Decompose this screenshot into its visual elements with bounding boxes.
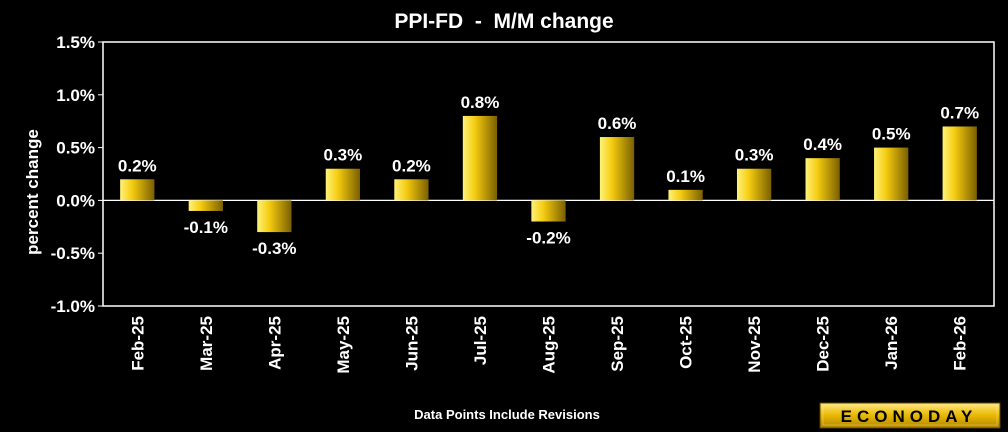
bar-nov-25 bbox=[736, 168, 772, 201]
x-tick-label: Sep-25 bbox=[608, 316, 627, 372]
y-tick-label: -0.5% bbox=[51, 244, 95, 263]
logo-text: ECONODAY bbox=[841, 407, 978, 426]
bar-may-25 bbox=[325, 168, 361, 201]
y-tick-label: 0.5% bbox=[56, 139, 95, 158]
bar-mar-25 bbox=[188, 200, 223, 211]
x-tick-labels: Feb-25 Mar-25 Apr-25 May-25 Jun-25 Jul-25 Aug-… bbox=[128, 316, 969, 374]
x-tick-label: Jan-26 bbox=[882, 316, 901, 370]
data-label: -0.2% bbox=[526, 229, 570, 248]
bar-apr-25 bbox=[257, 200, 292, 233]
bar-dec-25 bbox=[805, 158, 840, 201]
x-tick-label: Jul-25 bbox=[471, 316, 490, 365]
x-tick-label: May-25 bbox=[334, 316, 353, 374]
chart-title: PPI-FD - M/M change bbox=[394, 10, 613, 33]
x-tick-label: Feb-25 bbox=[128, 316, 147, 371]
bar-jul-25 bbox=[462, 115, 498, 201]
x-tick-label: Jun-25 bbox=[402, 316, 421, 371]
data-label: 0.4% bbox=[803, 135, 842, 154]
x-tick-label: Mar-25 bbox=[197, 316, 216, 371]
x-tick-label: Apr-25 bbox=[265, 316, 284, 370]
x-tick-label: Oct-25 bbox=[677, 316, 696, 369]
plot-area-border bbox=[102, 41, 995, 307]
data-label: -0.1% bbox=[184, 218, 228, 237]
x-tick-label: Feb-26 bbox=[951, 316, 970, 371]
bars bbox=[120, 115, 977, 233]
x-tick-label: Nov-25 bbox=[745, 316, 764, 373]
y-tick-labels: 1.5% 1.0% 0.5% 0.0% -0.5% -1.0% bbox=[51, 33, 103, 316]
data-label: 0.5% bbox=[872, 125, 911, 144]
footnote: Data Points Include Revisions bbox=[414, 407, 600, 422]
y-tick-label: 1.5% bbox=[56, 33, 95, 52]
bar-sep-25 bbox=[599, 137, 635, 201]
data-label: 0.2% bbox=[118, 156, 157, 175]
data-labels: 0.2% -0.1% -0.3% 0.3% 0.2% 0.8% -0.2% 0.6% 0.1% 0… bbox=[118, 93, 979, 258]
data-label: 0.6% bbox=[598, 114, 637, 133]
y-tick-label: 1.0% bbox=[56, 86, 95, 105]
data-label: 0.3% bbox=[324, 146, 363, 165]
data-label: 0.1% bbox=[666, 167, 705, 186]
data-label: 0.2% bbox=[392, 156, 431, 175]
data-label: 0.3% bbox=[735, 146, 774, 165]
y-tick-label: 0.0% bbox=[56, 191, 95, 210]
x-tick-label: Dec-25 bbox=[814, 316, 833, 372]
bar-oct-25 bbox=[668, 189, 703, 201]
bar-jan-26 bbox=[874, 147, 909, 201]
bar-jun-25 bbox=[394, 179, 429, 201]
econoday-logo: ECONODAY bbox=[819, 402, 1001, 429]
x-tick-label: Aug-25 bbox=[540, 316, 559, 374]
bar-aug-25 bbox=[531, 200, 566, 222]
data-label: -0.3% bbox=[252, 239, 296, 258]
y-tick-label: -1.0% bbox=[51, 297, 95, 316]
bar-feb-26 bbox=[942, 126, 977, 201]
data-label: 0.7% bbox=[940, 103, 979, 122]
data-label: 0.8% bbox=[461, 93, 500, 112]
bar-feb-25 bbox=[120, 179, 155, 201]
y-axis-label: percent change bbox=[23, 129, 42, 255]
